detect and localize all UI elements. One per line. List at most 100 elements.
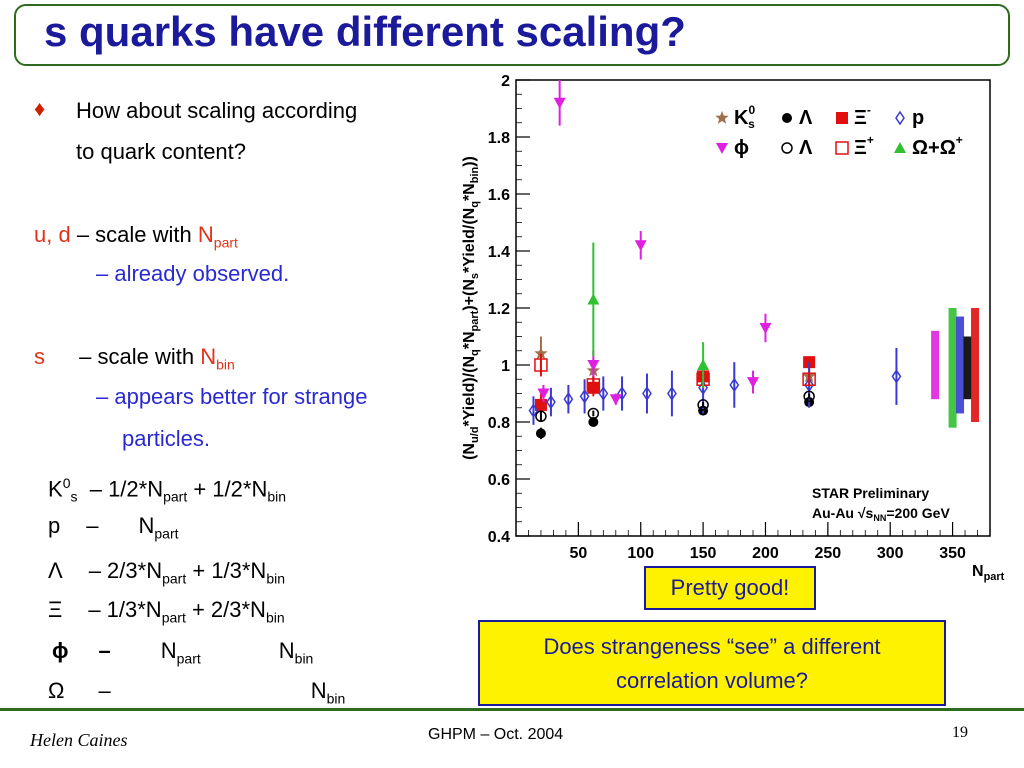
point-Lambdabar xyxy=(535,410,547,423)
legend-label-6: Ξ+ xyxy=(854,133,874,159)
s-label: s xyxy=(34,344,45,369)
point-pbar xyxy=(598,386,609,401)
title-box: s quarks have different scaling? xyxy=(14,4,1010,66)
ud-note: – already observed. xyxy=(96,261,290,286)
ud-n-sub: part xyxy=(213,234,238,251)
point-pbar xyxy=(579,388,590,404)
legend-label-2: Ξ- xyxy=(854,103,871,129)
x-tick-label-3: 200 xyxy=(752,545,779,562)
y-tick-label-6: 1.6 xyxy=(488,187,510,204)
bullet-diamond-icon: ♦ xyxy=(34,96,46,121)
f4-s2: part xyxy=(176,650,201,667)
x-tick-label-4: 250 xyxy=(814,545,841,562)
ud-label: u, d xyxy=(34,222,71,247)
y-tick-label-4: 1.2 xyxy=(488,301,510,318)
legend-label-1: Λ xyxy=(799,107,813,129)
y-tick-label-0: 0.4 xyxy=(488,529,510,546)
f3-s1: part xyxy=(161,609,186,626)
legend-marker-4 xyxy=(716,143,728,154)
x-tick-label-0: 50 xyxy=(569,545,587,562)
legend-marker-6 xyxy=(835,141,849,155)
point-Xi+ xyxy=(802,372,816,386)
f3-p1: – 1/3*N xyxy=(88,597,162,622)
star-preliminary-label: STAR Preliminary xyxy=(812,485,929,501)
ud-line: u, d – scale with Npart xyxy=(34,222,238,251)
f4-s3: bin xyxy=(294,650,314,667)
formula-kaon: K0s – 1/2*Npart + 1/2*Nbin xyxy=(48,476,286,504)
x-axis-label: Npart xyxy=(972,563,1005,583)
question-line-2: correlation volume? xyxy=(616,668,808,693)
point-K0s xyxy=(534,346,548,360)
point-pbar xyxy=(642,386,652,401)
x-tick-label-1: 100 xyxy=(627,545,654,562)
legend-marker-2 xyxy=(836,112,848,124)
s-note-1: – appears better for strange xyxy=(96,384,368,409)
f4-p3: N xyxy=(278,638,295,663)
f0-s1: part xyxy=(163,488,188,505)
y-tick-label-5: 1.4 xyxy=(488,244,510,261)
systematic-bar-3 xyxy=(963,336,972,400)
f2-sym: Λ xyxy=(48,558,63,583)
s-note-2: particles. xyxy=(122,426,211,451)
point-phi xyxy=(747,377,759,389)
point-pbar xyxy=(667,386,677,401)
x-tick-label-2: 150 xyxy=(690,545,717,562)
f2-s2: bin xyxy=(266,570,286,587)
point-pbar xyxy=(891,369,902,384)
point-Lambdabar xyxy=(587,407,600,420)
f0-sym: K xyxy=(48,476,63,502)
legend-marker-0 xyxy=(715,111,729,124)
point-pbar xyxy=(563,391,574,407)
f5-p3: N xyxy=(310,678,327,703)
s-n: Nbin xyxy=(200,344,235,372)
ud-n-letter: N xyxy=(197,222,214,247)
slide-title: s quarks have different scaling? xyxy=(44,8,686,55)
legend-marker-5 xyxy=(781,142,793,154)
legend-label-5: Λ xyxy=(799,137,813,159)
legend-label-0: K0 s xyxy=(734,103,755,131)
x-tick-label-5: 300 xyxy=(877,545,904,562)
s-text: – scale with xyxy=(79,344,201,369)
point-phi xyxy=(553,97,566,109)
f5-s3: bin xyxy=(326,690,346,707)
f3-sym: Ξ xyxy=(48,597,63,622)
f2-p1: – 2/3*N xyxy=(88,558,163,583)
f1-sym: p xyxy=(48,513,61,538)
question-line-1: Does strangeness “see” a different xyxy=(543,634,881,659)
y-tick-label-7: 1.8 xyxy=(488,130,510,147)
bullet-line-2: to quark content? xyxy=(76,139,247,164)
s-line: s – scale with Nbin xyxy=(34,344,235,372)
f2-s1: part xyxy=(162,570,187,587)
footer-page-number: 19 xyxy=(952,724,968,741)
footer-event: GHPM – Oct. 2004 xyxy=(428,726,564,743)
f5-p1: – xyxy=(98,678,111,703)
legend-marker-7 xyxy=(894,142,906,153)
s-n-letter: N xyxy=(200,344,217,369)
y-axis-label: (Nu/d*Yield)/(Nq*Npart)+(Ns*Yield/(Nq*Nb… xyxy=(461,156,481,460)
point-pbar xyxy=(729,377,740,393)
f4-p1: – xyxy=(98,638,111,663)
legend-marker-1 xyxy=(782,113,792,123)
f4-p2: N xyxy=(160,638,177,663)
f2-p2: + 1/3*N xyxy=(186,558,267,583)
point-Omega xyxy=(697,359,710,370)
f3-p2: + 2/3*N xyxy=(185,597,266,622)
point-Omega xyxy=(587,293,600,305)
point-pbar xyxy=(617,386,627,401)
legend-label-7: Ω+Ω+ xyxy=(912,133,963,159)
f1-p2: N xyxy=(138,513,155,538)
f1-p1: – xyxy=(86,513,99,538)
y-tick-label-2: 0.8 xyxy=(488,415,510,432)
point-Xi+ xyxy=(586,378,601,392)
x-tick-label-6: 350 xyxy=(939,545,966,562)
footer-author: Helen Caines xyxy=(30,730,128,750)
point-Lambda xyxy=(535,428,546,439)
point-phi xyxy=(634,240,647,252)
legend-label-4: ϕ xyxy=(734,137,749,159)
formula-omega: Ω – Nbin xyxy=(48,678,346,707)
ud-text: – scale with xyxy=(76,222,198,247)
point-phi xyxy=(759,322,772,334)
point-phi xyxy=(587,360,600,371)
point-Lambdabar xyxy=(697,399,709,411)
f0-p1: – 1/2*N xyxy=(89,476,164,502)
